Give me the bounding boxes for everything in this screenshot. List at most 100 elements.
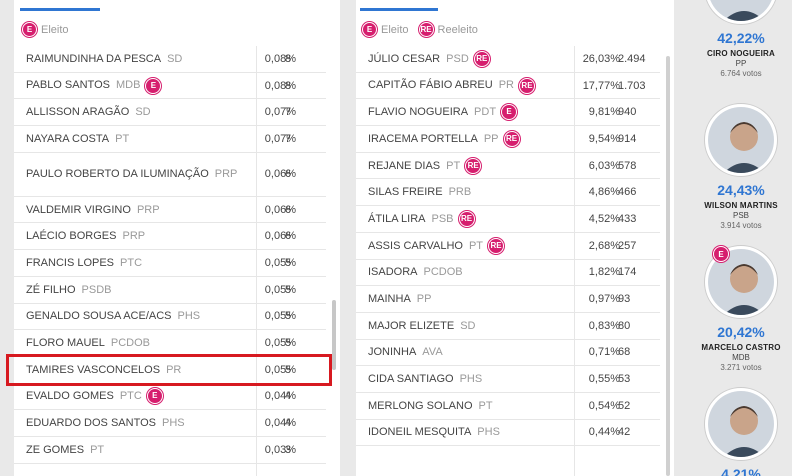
vote-percentage: 0,04% xyxy=(264,390,296,403)
vote-percentage: 0,71% xyxy=(588,346,620,359)
candidate-name: VALDEMIR VIRGINO PRP xyxy=(26,202,246,218)
table-row[interactable]: IRACEMA PORTELLA PP RE 9,54% 914 xyxy=(356,126,660,153)
vote-count: 578 xyxy=(618,159,637,172)
candidate-name: TAMIRES VASCONCELOS PR xyxy=(26,362,246,378)
table-row[interactable]: EDUARDO DOS SANTOS PHS 0,04% 4 xyxy=(14,410,326,437)
vote-percentage: 4,86% xyxy=(588,186,620,199)
table-row[interactable]: ZÉ FILHO PSDB 0,05% 5 xyxy=(14,277,326,304)
candidate-list-panel-middle: E Eleito RE Reeleito JÚLIO CESAR PSD RE 26,… xyxy=(356,0,674,476)
candidate-card[interactable]: 42,22% CIRO NOGUEIRA PP 6.764 votos xyxy=(690,0,792,78)
candidate-name: PAULO ROBERTO DA ILUMINAÇÃO PRP xyxy=(26,166,246,182)
vote-count: 8 xyxy=(285,79,292,92)
vote-percentage: 17,77% xyxy=(582,79,620,92)
candidate-name: ISADORA PCdoB xyxy=(368,264,580,280)
table-row[interactable]: PABLO SANTOS MDB E 0,08% 8 xyxy=(14,73,326,100)
candidate-name-text: MERLONG SOLANO xyxy=(368,399,473,412)
eleito-badge-icon: E xyxy=(145,77,162,94)
table-row[interactable]: EVALDO GOMES PTC E 0,04% 4 xyxy=(14,384,326,411)
table-row[interactable]: ÁTILA LIRA PSB RE 4,52% 433 xyxy=(356,206,660,233)
table-row[interactable]: JONINHA AVA 0,71% 68 xyxy=(356,340,660,367)
table-row[interactable]: IDONEIL MESQUITA PHS 0,44% 42 xyxy=(356,420,660,447)
vote-count: 6 xyxy=(285,230,292,243)
vote-percentage: 1,82% xyxy=(588,266,620,279)
candidate-card[interactable]: 4,21% xyxy=(690,388,792,476)
vote-count: 68 xyxy=(618,346,631,359)
table-row[interactable]: JÚLIO CESAR PSD RE 26,03% 2.494 xyxy=(356,46,660,73)
table-row[interactable]: SILAS FREIRE PRB 4,86% 466 xyxy=(356,179,660,207)
candidate-name: MAINHA PP xyxy=(368,291,580,307)
party-label: SD xyxy=(460,319,476,332)
legend-eleito-label: Eleito xyxy=(381,23,409,36)
table-row[interactable]: CAPITÃO FÁBIO ABREU PR RE 17,77% 1.703 xyxy=(356,73,660,100)
avatar[interactable] xyxy=(705,104,777,176)
candidate-name: JONINHA AVA xyxy=(368,344,580,360)
table-row[interactable]: GENALDO SOUSA ACE/ACS PHS 0,05% 5 xyxy=(14,304,326,331)
table-row[interactable]: PAULO ROBERTO DA ILUMINAÇÃO PRP 0,06% 6 xyxy=(14,153,326,197)
candidate-name: ÁTILA LIRA PSB RE xyxy=(368,211,580,228)
table-row[interactable]: VALDEMIR VIRGINO PRP 0,06% 6 xyxy=(14,197,326,224)
eleito-badge-icon: E xyxy=(501,104,518,121)
vote-count: 42 xyxy=(618,426,631,439)
table-row[interactable]: LAÉCIO BORGES PRP 0,06% 6 xyxy=(14,223,326,251)
candidate-name: ZE GOMES PT xyxy=(26,442,246,458)
vote-percentage: 0,05% xyxy=(264,283,296,296)
party-label: PTC xyxy=(119,390,142,403)
table-row[interactable]: FLORO MAUEL PCdoB 0,05% 5 xyxy=(14,330,326,357)
reeleito-badge-icon: RE xyxy=(458,211,475,228)
vote-percentage: 0,07% xyxy=(264,106,296,119)
party-label: PT xyxy=(115,132,130,145)
vote-percentage: 0,05% xyxy=(264,310,296,323)
table-row[interactable]: RAIMUNDINHA DA PESCA SD 0,08% 8 xyxy=(14,46,326,73)
table-row[interactable]: REJANE DIAS PT RE 6,03% 578 xyxy=(356,153,660,180)
candidate-name: SILAS FREIRE PRB xyxy=(368,184,580,200)
party-label: PTC xyxy=(120,256,143,269)
party-label: PRP xyxy=(214,168,238,181)
candidate-percentage: 20,42% xyxy=(717,324,765,340)
reeleito-badge-icon: RE xyxy=(518,77,535,94)
vote-count: 3 xyxy=(285,443,292,456)
party-label: SD xyxy=(135,106,151,119)
candidate-card[interactable]: E 20,42% MARCELO CASTRO MDB 3.271 votos xyxy=(690,246,792,372)
candidate-name-text: CIDA SANTIAGO xyxy=(368,373,454,386)
candidate-name: NAYARA COSTA PT xyxy=(26,131,246,147)
candidate-name-text: PABLO SANTOS xyxy=(26,79,110,92)
party-label: PRP xyxy=(136,203,160,216)
party-label: MDB xyxy=(115,79,141,92)
candidate-name-text: FLORO MAUEL xyxy=(26,337,105,350)
column-divider xyxy=(256,46,257,476)
table-row[interactable]: MERLONG SOLANO PT 0,54% 52 xyxy=(356,393,660,420)
eleito-badge-icon: E xyxy=(713,246,729,262)
vote-count: 257 xyxy=(618,239,637,252)
tab-underline xyxy=(20,8,100,11)
vote-percentage: 0,04% xyxy=(264,417,296,430)
reeleito-badge-icon: RE xyxy=(418,22,434,37)
table-row[interactable]: MAJOR ELIZETE SD 0,83% 80 xyxy=(356,313,660,340)
candidate-name-text: ÁTILA LIRA xyxy=(368,212,426,225)
candidate-percentage: 42,22% xyxy=(717,30,765,46)
table-row[interactable]: FLAVIO NOGUEIRA PDT E 9,81% 940 xyxy=(356,99,660,127)
table-row[interactable]: NAYARA COSTA PT 0,07% 7 xyxy=(14,126,326,153)
table-row[interactable]: CIDA SANTIAGO PHS 0,55% 53 xyxy=(356,366,660,393)
vote-percentage: 9,54% xyxy=(588,132,620,145)
candidate-name: CAPITÃO FÁBIO ABREU PR RE xyxy=(368,77,580,94)
scrollbar[interactable] xyxy=(666,56,670,476)
table-row[interactable]: ASSIS CARVALHO PT RE 2,68% 257 xyxy=(356,233,660,260)
table-row[interactable]: ISADORA PCdoB 1,82% 174 xyxy=(356,260,660,287)
vote-count: 8 xyxy=(285,52,292,65)
candidate-card[interactable]: 24,43% WILSON MARTINS PSB 3.914 votos xyxy=(690,104,792,230)
table-row[interactable]: MAINHA PP 0,97% 93 xyxy=(356,286,660,313)
scrollbar[interactable] xyxy=(332,300,336,370)
candidate-name-text: JÚLIO CESAR xyxy=(368,52,441,65)
eleito-badge-icon: E xyxy=(146,388,163,405)
reeleito-badge-icon: RE xyxy=(465,157,482,174)
vote-count: 52 xyxy=(618,399,631,412)
eleito-badge-icon: E xyxy=(22,22,37,37)
vote-percentage: 6,03% xyxy=(588,159,620,172)
party-label: PT xyxy=(468,239,484,252)
table-row[interactable]: ZE GOMES PT 0,03% 3 xyxy=(14,437,326,464)
avatar[interactable] xyxy=(705,0,777,24)
vote-percentage: 0,06% xyxy=(264,230,296,243)
avatar[interactable] xyxy=(705,388,777,460)
table-row[interactable]: FRANCIS LOPES PTC 0,05% 5 xyxy=(14,250,326,277)
table-row[interactable]: ALLISSON ARAGÃO SD 0,07% 7 xyxy=(14,99,326,127)
